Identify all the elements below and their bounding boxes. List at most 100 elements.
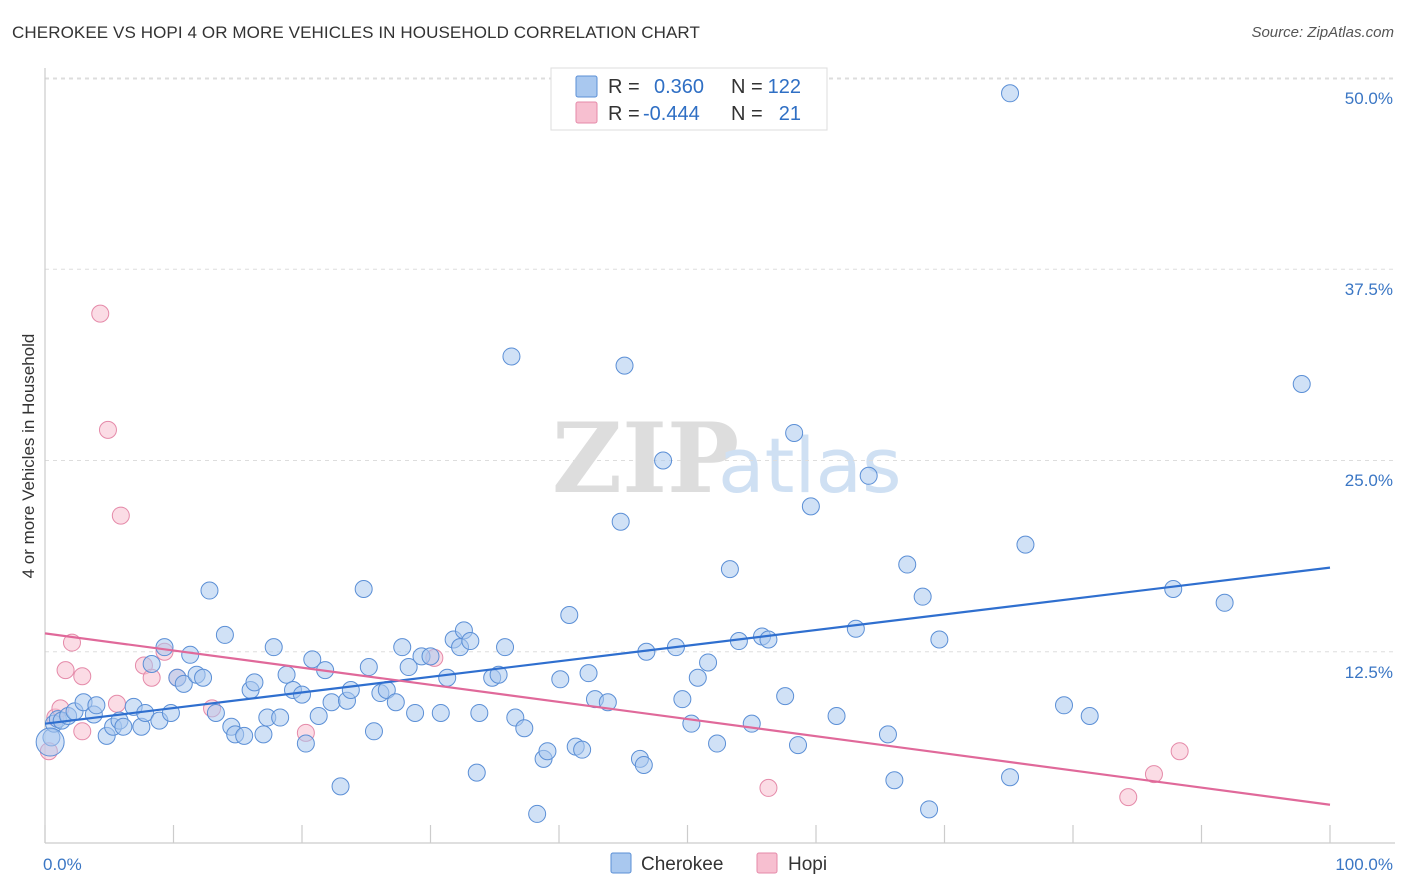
- cherokee-point-119: [1215, 593, 1234, 612]
- cherokee-point-84: [615, 356, 634, 375]
- cherokee-point-94: [708, 734, 727, 753]
- cherokee-point-120: [1292, 375, 1311, 393]
- cherokee-point-39: [293, 685, 311, 704]
- cherokee-point-108: [885, 771, 904, 790]
- cherokee-point-80: [579, 664, 598, 683]
- cherokee-point-37: [277, 665, 296, 684]
- cherokee-point-48: [354, 580, 373, 599]
- cherokee-point-53: [386, 693, 405, 712]
- trend-lines: [44, 566, 1331, 806]
- cherokee-point-92: [688, 668, 707, 687]
- cherokee-point-32: [245, 673, 264, 692]
- y-tick-label-50: 50.0%: [1345, 89, 1393, 108]
- cherokee-point-49: [359, 658, 378, 677]
- hopi-point-9: [107, 694, 126, 713]
- cherokee-point-95: [720, 560, 739, 579]
- hopi-point-10: [111, 506, 130, 525]
- cherokee-point-117: [1080, 707, 1099, 726]
- cherokee-point-111: [920, 800, 939, 819]
- legend-hopi-r-value: -0.444: [643, 103, 700, 125]
- cherokee-point-110: [913, 587, 932, 606]
- cherokee-point-99: [759, 630, 778, 649]
- cherokee-point-109: [898, 555, 917, 574]
- bottom-legend: Cherokee Hopi: [610, 852, 827, 875]
- cherokee-point-102: [789, 736, 808, 755]
- cherokee-point-41: [303, 650, 322, 669]
- y-tick-label-25: 25.0%: [1345, 471, 1393, 490]
- bottom-legend-cherokee-label: Cherokee: [641, 854, 723, 875]
- hopi-point-8: [98, 420, 117, 439]
- cherokee-point-64: [461, 632, 480, 651]
- hopi-point-3: [56, 661, 75, 680]
- cherokee-point-66: [470, 703, 489, 722]
- hopi-point-19: [1119, 788, 1138, 807]
- bottom-legend-hopi-swatch: [756, 852, 778, 874]
- watermark-atlas: atlas: [718, 421, 902, 510]
- bottom-legend-hopi-label: Hopi: [788, 854, 827, 875]
- x-ticks: [44, 825, 1331, 843]
- legend-cherokee-n-value: 122: [768, 76, 801, 98]
- cherokee-point-45: [331, 777, 350, 796]
- cherokee-point-100: [776, 687, 795, 706]
- y-tick-label-37-5: 37.5%: [1345, 280, 1393, 299]
- cherokee-point-82: [598, 693, 617, 712]
- axes: [44, 68, 1395, 844]
- cherokee-trend-line: [44, 566, 1331, 725]
- cherokee-point-25: [200, 581, 219, 600]
- y-axis-title: 4 or more Vehicles in Household: [19, 334, 38, 579]
- cherokee-point-112: [930, 630, 949, 649]
- cherokee-point-18: [155, 638, 174, 657]
- cherokee-point-86: [634, 755, 653, 774]
- cherokee-point-50: [364, 722, 383, 741]
- cherokee-point-115: [1016, 535, 1035, 554]
- cherokee-point-88: [654, 451, 673, 470]
- legend-cherokee-r-label: R =: [608, 76, 640, 98]
- watermark-zip: ZIP: [552, 402, 739, 515]
- hopi-point-6: [73, 722, 92, 741]
- cherokee-point-16: [142, 654, 161, 673]
- cherokee-point-21: [174, 674, 193, 693]
- cherokee-point-27: [215, 625, 234, 644]
- cherokee-point-83: [611, 512, 630, 531]
- legend-hopi-swatch: [575, 101, 598, 124]
- cherokee-point-114: [1001, 84, 1020, 103]
- cherokee-point-106: [859, 466, 878, 485]
- legend-hopi-n-value: 21: [779, 103, 801, 125]
- cherokee-point-54: [393, 638, 412, 657]
- cherokee-point-30: [235, 726, 254, 745]
- cherokee-point-105: [846, 619, 865, 638]
- cherokee-point-44: [322, 693, 341, 712]
- cherokee-point-70: [502, 347, 521, 366]
- y-tick-label-12-5: 12.5%: [1345, 663, 1393, 682]
- cherokee-point-75: [538, 742, 557, 761]
- cherokee-point-8: [87, 696, 106, 715]
- cherokee-point-69: [496, 638, 515, 657]
- legend-hopi-n-label: N =: [731, 103, 763, 125]
- cherokee-point-68: [489, 665, 508, 684]
- cherokee-point-72: [515, 719, 534, 738]
- legend-cherokee-swatch: [575, 75, 598, 98]
- top-legend: R = 0.360 N = 122 R = -0.444 N = 21: [550, 67, 828, 131]
- cherokee-point-104: [827, 707, 846, 726]
- hopi-point-20: [1144, 765, 1163, 784]
- hopi-point-7: [91, 304, 110, 323]
- cherokee-point-113: [1001, 768, 1020, 787]
- cherokee-point-65: [467, 763, 486, 782]
- cherokee-point-90: [673, 690, 692, 709]
- cherokee-point-cluster: [35, 727, 65, 757]
- cherokee-point-24: [194, 668, 213, 687]
- cherokee-point-79: [573, 740, 592, 759]
- hopi-point-18: [759, 778, 778, 797]
- bottom-legend-cherokee-swatch: [610, 852, 632, 874]
- hopi-points: [39, 304, 1189, 807]
- cherokee-point-77: [560, 606, 579, 625]
- gridlines: [45, 77, 1395, 653]
- cherokee-point-116: [1055, 696, 1074, 715]
- cherokee-point-22: [181, 645, 200, 664]
- cherokee-point-26: [206, 703, 225, 722]
- legend-hopi-r-label: R =: [608, 103, 640, 125]
- chart-title: CHEROKEE VS HOPI 4 OR MORE VEHICLES IN H…: [12, 23, 700, 42]
- cherokee-point-56: [406, 703, 425, 722]
- cherokee-point-36: [271, 708, 290, 727]
